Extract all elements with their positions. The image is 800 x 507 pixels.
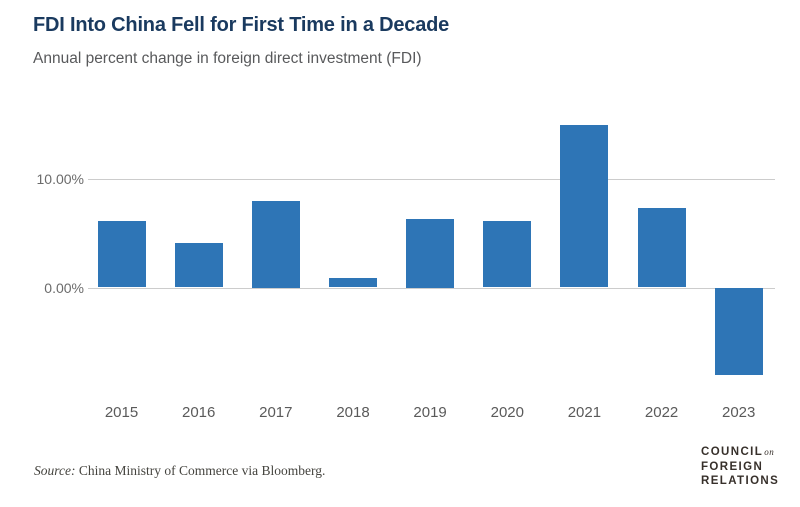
bar-2019 xyxy=(406,219,455,288)
x-tick-label-2016: 2016 xyxy=(182,404,216,421)
y-tick-label-10: 10.00% xyxy=(36,170,84,187)
x-tick-label-2021: 2021 xyxy=(567,404,602,421)
bar-2015 xyxy=(97,221,146,288)
cfr-logo-on: on xyxy=(764,447,775,457)
x-tick-label-2015: 2015 xyxy=(104,404,139,421)
x-tick-label-2023: 2023 xyxy=(722,404,756,421)
source-label: Source: xyxy=(34,463,76,478)
x-tick-label-2018: 2018 xyxy=(336,404,370,421)
source-text: China Ministry of Commerce via Bloomberg… xyxy=(78,463,326,478)
cfr-logo-line2: FOREIGN xyxy=(701,460,764,473)
bar-2022 xyxy=(637,208,686,288)
cfr-logo-line3: RELATIONS xyxy=(701,475,780,487)
gridline-0 xyxy=(88,287,775,289)
chart-title: FDI Into China Fell for First Time in a … xyxy=(33,14,450,36)
x-tick-label-2020: 2020 xyxy=(490,404,524,421)
source-note: Source: China Ministry of Commerce via B… xyxy=(34,463,325,479)
bar-2023 xyxy=(714,287,763,375)
y-tick-label-0: 0.00% xyxy=(44,279,84,296)
bar-2017 xyxy=(251,200,300,288)
x-tick-label-2019: 2019 xyxy=(413,404,447,421)
cfr-logo: COUNCILon FOREIGN RELATIONS xyxy=(701,445,779,489)
bar-2020 xyxy=(483,221,532,288)
cfr-logo-line1: COUNCILon xyxy=(701,446,775,458)
gridline-10 xyxy=(88,178,775,180)
bar-2018 xyxy=(329,277,377,288)
bar-2021 xyxy=(560,125,609,288)
x-tick-label-2017: 2017 xyxy=(259,404,293,421)
x-tick-label-2022: 2022 xyxy=(644,404,679,421)
bar-2016 xyxy=(174,242,223,288)
chart-subtitle: Annual percent change in foreign direct … xyxy=(33,50,422,67)
